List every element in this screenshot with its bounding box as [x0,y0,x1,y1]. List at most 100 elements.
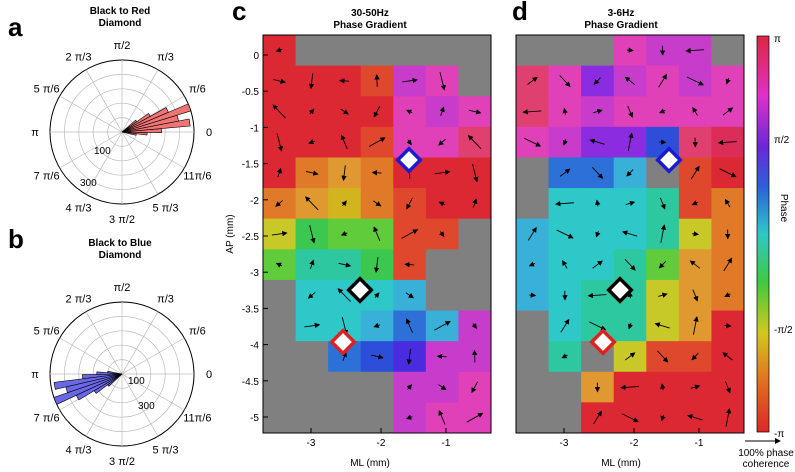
map-c-cell [425,35,459,67]
map-c-cell [295,371,329,403]
map-c-vector-arrow [309,225,316,244]
map-d-cell [516,402,550,434]
map-c-vector-arrow [439,106,445,116]
panel-a-title-1: Black to Red [90,6,151,17]
map-d-vector-arrow [522,109,542,115]
polar-a-angle-label-8: 7 π/6 [34,171,60,183]
polar-b-angle-label-0: π/2 [114,282,131,294]
polar-b-histogram-bar-7 [107,373,123,387]
coherence-note-1: 100% phase [738,448,794,459]
map-d-vector-arrow [692,316,699,335]
polar-b-spoke [121,337,185,375]
polar-a-spoke [59,95,123,133]
map-c-vector-arrow [373,226,381,242]
map-d-vector-arrow [724,292,731,298]
map-d-vector-arrow [725,381,731,394]
polar-b-angle-label-9: π [31,369,39,381]
polar-b-spoke [121,311,159,375]
map-c-vector-arrow [405,292,415,299]
map-d-vector-arrow [690,165,700,180]
map-c-ytick-label-3: -1.5 [242,160,260,171]
map-c-vector-arrow [434,169,451,176]
map-d-vector-arrow [659,108,666,114]
map-c-cell [360,371,394,403]
red-diamond-c [329,328,357,356]
map-c-vector-arrow [305,170,319,176]
polar-a-angle-label-11: 2 π/3 [66,52,92,64]
map-c-cell [295,341,329,373]
map-d-vector-arrow [559,168,571,177]
polar-a-spoke [121,131,159,195]
map-d-vector-arrow [620,384,640,391]
black-diamond-c [346,276,374,304]
map-c-vector-arrow [438,201,446,207]
map-c-cell [263,310,297,342]
map-c-cell [295,402,329,434]
map-c-vector-arrow [468,109,482,115]
map-c-frame [262,34,492,434]
map-c-vector-arrow [439,231,445,238]
map-c-vector-arrow [337,288,352,303]
polar-a-angle-label-10: 5 π/6 [34,84,60,96]
map-d-cell [548,402,582,434]
polar-a-angle-label-2: π/6 [189,84,206,96]
map-c-ytick-label-0: 0 [253,51,259,62]
map-c-cell [360,35,394,67]
map-c-vector-arrow [373,292,380,299]
map-d-vector-arrow [724,198,731,208]
map-c-cell [328,35,362,67]
map-c-vector-arrow [405,318,413,333]
map-c-vector-arrow [304,322,321,329]
map-d-vector-arrow [554,201,574,207]
map-c-vector-arrow [373,322,380,328]
map-c-vector-arrow [406,109,413,115]
polar-b-angle-label-6: 3 π/2 [109,456,135,468]
map-c-ylabel: AP (mm) [225,214,236,253]
map-c-vector-arrow [472,198,478,208]
map-d-vector-arrow [626,169,634,177]
map-d-cell [548,35,582,67]
map-d-xtick-label-2: -1 [695,438,704,449]
polar-b-angle-label-3: 0 [206,369,212,381]
map-c-ytick-label-5: -2.5 [242,232,260,243]
map-d-vector-arrow [692,231,700,237]
panel-b-letter: b [8,224,24,254]
map-c-cell [425,279,459,312]
map-c-ytick-label-10: -5 [250,413,259,424]
map-c-vector-arrow [272,104,286,119]
colorbar-label: Phase [778,194,789,223]
map-c-xtick-label-0: -3 [307,438,316,449]
map-d-vector-arrow [689,260,701,269]
map-d-xtick-label-0: -3 [560,438,569,449]
map-c-ytick-label-1: -0.5 [242,87,260,98]
map-d-vector-arrow [690,384,701,390]
map-c-vector-arrow [340,134,348,150]
map-c-cell [458,65,492,97]
map-c-vector-arrow [308,73,315,90]
map-c-vector-arrow [406,348,412,365]
polar-a-angle-label-9: π [31,127,39,139]
map-d-cell [581,35,615,67]
map-c-cell [263,402,297,434]
map-c-ytick-label-4: -2 [250,196,259,207]
map-d-vector-arrow [722,107,734,116]
map-c-cell [458,279,492,312]
map-d-vector-arrow [624,258,636,271]
map-c-xlabel: ML (mm) [350,458,390,469]
map-d-vector-arrow [589,138,605,145]
map-d-vector-arrow [692,289,699,302]
map-c-vector-arrow [371,170,382,176]
map-c-cell [458,35,492,67]
map-d-cell [516,310,550,342]
polar-a-angle-label-6: 3 π/2 [109,214,135,226]
panel-c-letter: c [232,0,246,26]
map-c-vector-arrow [401,229,419,239]
map-d-vector-arrow [560,318,570,333]
red-diamond-d [589,328,617,356]
panel-d-title-1: 3-6Hz [608,8,635,19]
polar-b-angle-label-7: 4 π/3 [66,444,92,456]
map-d-cell [516,157,550,189]
map-c-cell [263,279,297,312]
map-c-vector-arrow [404,261,415,268]
